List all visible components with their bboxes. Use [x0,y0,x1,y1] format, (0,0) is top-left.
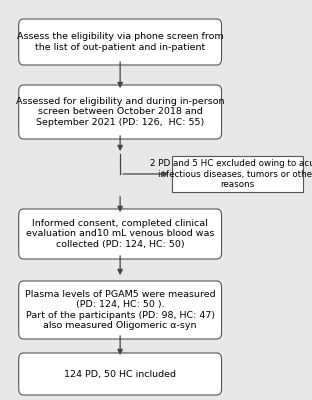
Text: 2 PD and 5 HC excluded owing to acute
infectious diseases, tumors or other
reaso: 2 PD and 5 HC excluded owing to acute in… [150,159,312,189]
Text: Informed consent, completed clinical
evaluation and10 mL venous blood was
collec: Informed consent, completed clinical eva… [26,219,214,249]
FancyBboxPatch shape [19,281,222,339]
FancyBboxPatch shape [172,156,303,192]
Text: 124 PD, 50 HC included: 124 PD, 50 HC included [64,370,176,378]
Text: Assessed for eligibility and during in-person
screen between October 2018 and
Se: Assessed for eligibility and during in-p… [16,97,224,127]
Text: Plasma levels of PGAM5 were measured
(PD: 124, HC: 50 ).
Part of the participant: Plasma levels of PGAM5 were measured (PD… [25,290,215,330]
Text: Assess the eligibility via phone screen from
the list of out-patient and in-pati: Assess the eligibility via phone screen … [17,32,223,52]
FancyBboxPatch shape [19,209,222,259]
FancyBboxPatch shape [19,353,222,395]
FancyBboxPatch shape [19,19,222,65]
FancyBboxPatch shape [19,85,222,139]
